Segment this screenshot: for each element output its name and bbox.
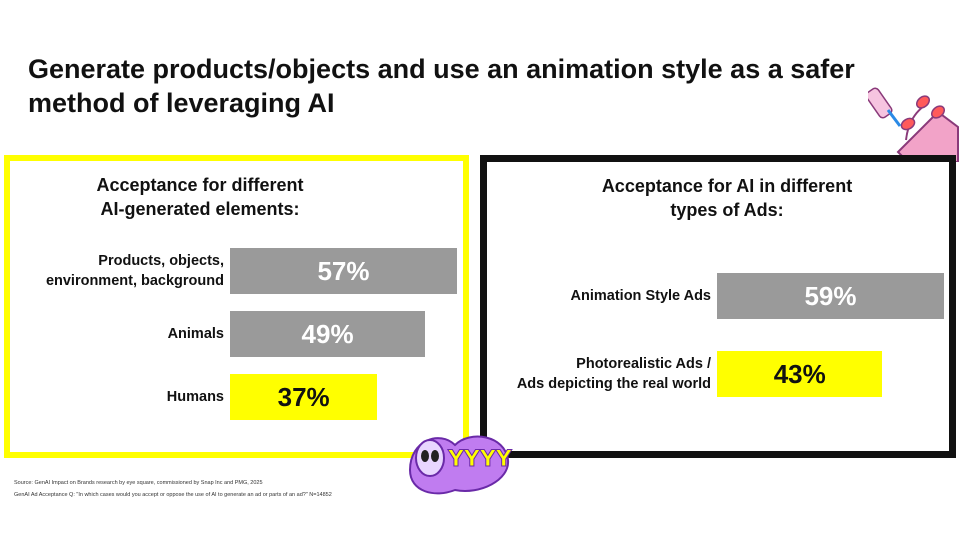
svg-text:YYYY: YYYY (447, 447, 513, 472)
category-label: Animals (167, 326, 224, 342)
ai-elements-panel: Acceptance for different AI-generated el… (4, 155, 469, 458)
ad-types-panel-title: Acceptance for AI in different types of … (601, 176, 853, 220)
category-label: Products, objects, environment, backgroun… (45, 253, 224, 289)
bar: 59% (717, 273, 944, 319)
source-footnote: Source: GenAI Impact on Brands research … (14, 480, 263, 486)
question-footnote: GenAI Ad Acceptance Q: "In which cases w… (14, 492, 332, 498)
painted-nails-hand-icon (868, 87, 959, 162)
ai-elements-panel-title: Acceptance for different AI-generated el… (96, 175, 304, 219)
bar: 57% (230, 248, 457, 294)
category-label: Photorealistic Ads / Ads depicting the re… (516, 356, 711, 392)
category-label: Animation Style Ads (570, 288, 711, 304)
category-label: Humans (166, 389, 224, 405)
page-title: Generate products/objects and use an ani… (28, 54, 855, 118)
bar: 49% (230, 311, 426, 357)
alien-sticker-icon: YYYY (408, 435, 513, 495)
ad-types-panel: Acceptance for AI in different types of … (480, 155, 956, 458)
bar: 37% (230, 374, 378, 420)
bar: 43% (717, 351, 883, 397)
